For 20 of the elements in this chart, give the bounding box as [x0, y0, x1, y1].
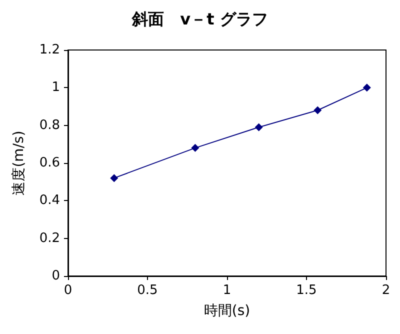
- y-tick-label: 1.2: [39, 42, 60, 58]
- x-tick-label: 2: [382, 283, 390, 298]
- point: [110, 174, 118, 182]
- y-tick-label: 0.4: [39, 193, 60, 208]
- y-tick-label: 0.8: [39, 118, 60, 133]
- point: [191, 144, 200, 152]
- x-tick-label: 0: [64, 283, 72, 298]
- x-tick-label: 0.5: [137, 283, 158, 298]
- chart-title: 斜面 v－t グラフ: [131, 10, 268, 28]
- point: [254, 123, 263, 132]
- point: [314, 106, 322, 114]
- y-tick-label: 0.2: [39, 230, 60, 246]
- y-tick-label: 0.6: [39, 156, 60, 170]
- x-tick-label: 1.5: [296, 283, 317, 298]
- y-tick-label: 1: [52, 80, 60, 96]
- y-axis-title: 速度(m/s): [11, 130, 27, 196]
- y-tick-label: 0: [52, 268, 60, 284]
- x-axis-title: 時間(s): [204, 303, 250, 319]
- x-tick-label: 1: [222, 283, 232, 298]
- point: [362, 84, 371, 92]
